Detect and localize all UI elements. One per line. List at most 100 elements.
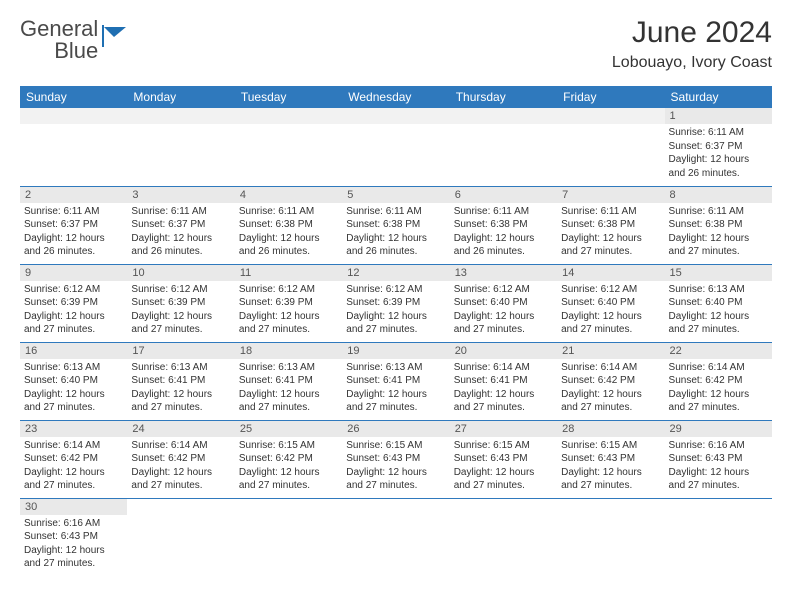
logo-line2: Blue: [20, 40, 98, 62]
day-line: Daylight: 12 hours: [131, 466, 230, 480]
day-details: Sunrise: 6:15 AMSunset: 6:43 PMDaylight:…: [450, 437, 557, 497]
day-line: Sunrise: 6:12 AM: [561, 283, 660, 297]
day-line: Sunrise: 6:12 AM: [346, 283, 445, 297]
day-line: Sunset: 6:43 PM: [346, 452, 445, 466]
calendar-head: SundayMondayTuesdayWednesdayThursdayFrid…: [20, 86, 772, 108]
day-line: Sunset: 6:41 PM: [239, 374, 338, 388]
day-line: Daylight: 12 hours: [239, 466, 338, 480]
day-line: and 27 minutes.: [24, 401, 123, 415]
day-line: and 26 minutes.: [669, 167, 768, 181]
day-cell: 19Sunrise: 6:13 AMSunset: 6:41 PMDayligh…: [342, 342, 449, 420]
day-cell: 29Sunrise: 6:16 AMSunset: 6:43 PMDayligh…: [665, 420, 772, 498]
day-details: Sunrise: 6:11 AMSunset: 6:38 PMDaylight:…: [557, 203, 664, 263]
day-line: Daylight: 12 hours: [346, 466, 445, 480]
day-details: Sunrise: 6:15 AMSunset: 6:43 PMDaylight:…: [557, 437, 664, 497]
day-line: Daylight: 12 hours: [561, 388, 660, 402]
day-cell: 28Sunrise: 6:15 AMSunset: 6:43 PMDayligh…: [557, 420, 664, 498]
day-cell: 16Sunrise: 6:13 AMSunset: 6:40 PMDayligh…: [20, 342, 127, 420]
day-line: and 27 minutes.: [346, 401, 445, 415]
day-line: Sunset: 6:37 PM: [24, 218, 123, 232]
day-line: and 27 minutes.: [454, 401, 553, 415]
daynum: 18: [235, 343, 342, 359]
day-line: Sunset: 6:39 PM: [24, 296, 123, 310]
day-cell: 9Sunrise: 6:12 AMSunset: 6:39 PMDaylight…: [20, 264, 127, 342]
day-details: Sunrise: 6:13 AMSunset: 6:41 PMDaylight:…: [235, 359, 342, 419]
day-line: Sunrise: 6:11 AM: [24, 205, 123, 219]
day-line: and 27 minutes.: [24, 479, 123, 493]
day-cell: 21Sunrise: 6:14 AMSunset: 6:42 PMDayligh…: [557, 342, 664, 420]
day-line: Sunrise: 6:14 AM: [24, 439, 123, 453]
day-line: Sunrise: 6:15 AM: [454, 439, 553, 453]
day-cell: 18Sunrise: 6:13 AMSunset: 6:41 PMDayligh…: [235, 342, 342, 420]
day-line: and 27 minutes.: [239, 401, 338, 415]
day-cell: [20, 108, 127, 186]
day-cell: 26Sunrise: 6:15 AMSunset: 6:43 PMDayligh…: [342, 420, 449, 498]
day-details: Sunrise: 6:16 AMSunset: 6:43 PMDaylight:…: [20, 515, 127, 575]
day-line: Sunrise: 6:11 AM: [454, 205, 553, 219]
day-line: Daylight: 12 hours: [561, 232, 660, 246]
day-details: Sunrise: 6:11 AMSunset: 6:38 PMDaylight:…: [450, 203, 557, 263]
day-line: and 27 minutes.: [131, 401, 230, 415]
calendar-body: 1Sunrise: 6:11 AMSunset: 6:37 PMDaylight…: [20, 108, 772, 576]
day-cell: 24Sunrise: 6:14 AMSunset: 6:42 PMDayligh…: [127, 420, 234, 498]
day-line: Daylight: 12 hours: [239, 388, 338, 402]
day-line: Daylight: 12 hours: [669, 153, 768, 167]
day-line: Daylight: 12 hours: [454, 388, 553, 402]
day-line: Sunrise: 6:11 AM: [561, 205, 660, 219]
day-details: Sunrise: 6:12 AMSunset: 6:39 PMDaylight:…: [235, 281, 342, 341]
day-line: Daylight: 12 hours: [24, 310, 123, 324]
day-line: and 27 minutes.: [24, 557, 123, 571]
daynum: 28: [557, 421, 664, 437]
dayname-4: Thursday: [450, 86, 557, 108]
day-cell: 6Sunrise: 6:11 AMSunset: 6:38 PMDaylight…: [450, 186, 557, 264]
day-cell: [665, 498, 772, 576]
day-line: and 27 minutes.: [669, 245, 768, 259]
day-line: Sunset: 6:37 PM: [669, 140, 768, 154]
day-line: Sunrise: 6:11 AM: [239, 205, 338, 219]
day-cell: 27Sunrise: 6:15 AMSunset: 6:43 PMDayligh…: [450, 420, 557, 498]
day-line: Daylight: 12 hours: [561, 466, 660, 480]
day-details: Sunrise: 6:13 AMSunset: 6:41 PMDaylight:…: [127, 359, 234, 419]
daynum: 29: [665, 421, 772, 437]
day-line: Sunset: 6:42 PM: [24, 452, 123, 466]
day-line: Daylight: 12 hours: [24, 232, 123, 246]
day-line: Sunrise: 6:14 AM: [131, 439, 230, 453]
day-details: Sunrise: 6:11 AMSunset: 6:37 PMDaylight:…: [127, 203, 234, 263]
daynum: 30: [20, 499, 127, 515]
daynum-empty: [342, 108, 449, 124]
day-details: Sunrise: 6:13 AMSunset: 6:40 PMDaylight:…: [665, 281, 772, 341]
day-line: Sunset: 6:43 PM: [454, 452, 553, 466]
day-line: Sunset: 6:43 PM: [24, 530, 123, 544]
day-line: Sunset: 6:40 PM: [24, 374, 123, 388]
day-line: and 27 minutes.: [561, 479, 660, 493]
daynum: 6: [450, 187, 557, 203]
day-line: Daylight: 12 hours: [346, 388, 445, 402]
dayname-6: Saturday: [665, 86, 772, 108]
day-details: Sunrise: 6:14 AMSunset: 6:42 PMDaylight:…: [665, 359, 772, 419]
daynum: 22: [665, 343, 772, 359]
day-cell: 17Sunrise: 6:13 AMSunset: 6:41 PMDayligh…: [127, 342, 234, 420]
daynum-empty: [450, 108, 557, 124]
day-details: Sunrise: 6:12 AMSunset: 6:40 PMDaylight:…: [450, 281, 557, 341]
day-cell: 23Sunrise: 6:14 AMSunset: 6:42 PMDayligh…: [20, 420, 127, 498]
day-cell: [450, 498, 557, 576]
day-line: Sunrise: 6:13 AM: [669, 283, 768, 297]
day-cell: 13Sunrise: 6:12 AMSunset: 6:40 PMDayligh…: [450, 264, 557, 342]
day-line: Sunset: 6:42 PM: [239, 452, 338, 466]
day-line: Daylight: 12 hours: [24, 544, 123, 558]
day-line: Sunrise: 6:13 AM: [131, 361, 230, 375]
day-cell: 8Sunrise: 6:11 AMSunset: 6:38 PMDaylight…: [665, 186, 772, 264]
day-cell: 30Sunrise: 6:16 AMSunset: 6:43 PMDayligh…: [20, 498, 127, 576]
daynum-empty: [557, 499, 664, 515]
day-cell: 4Sunrise: 6:11 AMSunset: 6:38 PMDaylight…: [235, 186, 342, 264]
day-details: Sunrise: 6:14 AMSunset: 6:41 PMDaylight:…: [450, 359, 557, 419]
day-line: and 27 minutes.: [454, 479, 553, 493]
day-cell: [235, 108, 342, 186]
daynum: 12: [342, 265, 449, 281]
daynum: 14: [557, 265, 664, 281]
day-line: Sunset: 6:43 PM: [669, 452, 768, 466]
daynum-empty: [20, 108, 127, 124]
day-line: Daylight: 12 hours: [24, 388, 123, 402]
daynum-empty: [235, 108, 342, 124]
day-cell: [342, 498, 449, 576]
